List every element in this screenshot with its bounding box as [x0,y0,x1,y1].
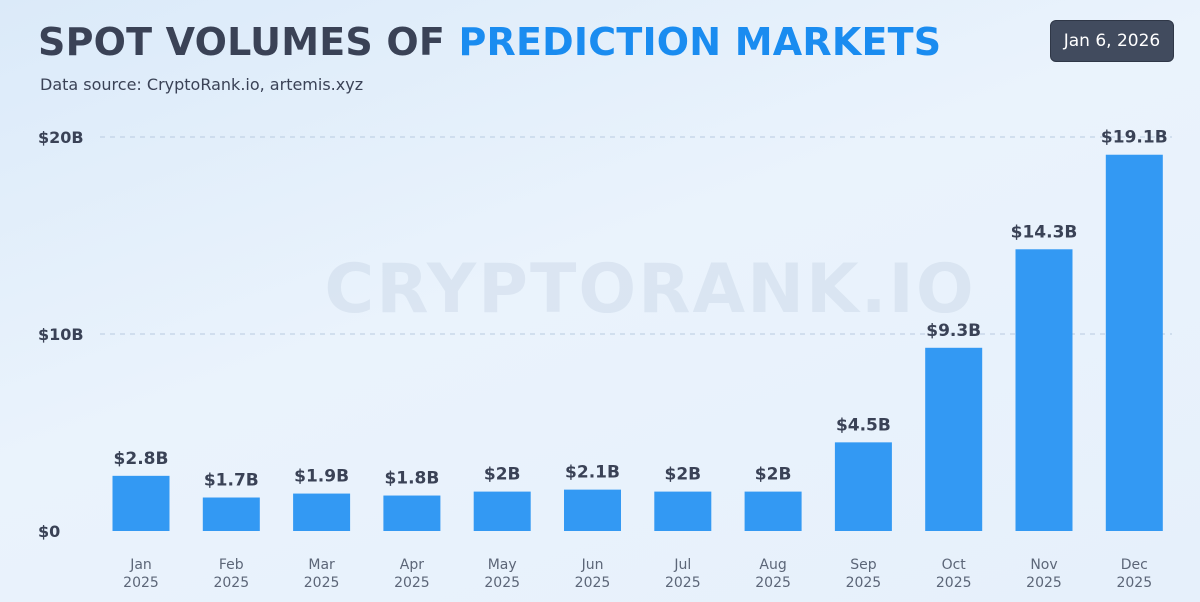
value-label: $4.5B [836,415,891,435]
x-tick-year: 2025 [1116,575,1152,591]
x-tick-month: Nov [1030,557,1057,573]
bar [383,495,441,531]
y-tick-label: $0 [38,522,60,541]
value-label: $1.9B [294,467,349,487]
value-label: $1.8B [384,469,439,489]
x-tick-year: 2025 [846,575,882,591]
watermark: CRYPTORANK.IO [324,250,975,329]
x-tick-month: Jan [129,557,152,573]
value-label: $2B [755,465,792,485]
date-badge: Jan 6, 2026 [1050,20,1174,62]
x-tick-year: 2025 [936,575,972,591]
value-label: $14.3B [1011,222,1078,242]
value-label: $19.1B [1101,128,1168,148]
x-tick-year: 2025 [1026,575,1062,591]
bar [834,442,892,531]
x-tick-year: 2025 [304,575,340,591]
x-tick-year: 2025 [665,575,701,591]
value-label: $2B [484,465,521,485]
data-source-subtitle: Data source: CryptoRank.io, artemis.xyz [40,75,364,94]
bar [473,491,531,531]
bar [925,347,983,531]
bar [112,475,170,531]
bar-layer: $2.8B Jan 2025 $1.7B Feb 2025 $1.9B Mar 2025 $1.8… [112,128,1168,591]
x-tick-year: 2025 [484,575,520,591]
grid-layer: $0 $10B $20B [38,128,1172,541]
x-tick-year: 2025 [575,575,611,591]
bar [202,497,260,531]
value-label: $2.1B [565,463,620,483]
x-tick-year: 2025 [213,575,249,591]
bar [1015,249,1073,532]
x-tick-month: Dec [1121,557,1148,573]
x-tick-month: Apr [400,557,424,573]
value-label: $1.7B [204,471,259,491]
x-tick-year: 2025 [394,575,430,591]
bar [654,491,712,531]
value-label: $9.3B [926,321,981,341]
bar [564,489,621,531]
title-accent: PREDICTION MARKETS [458,20,942,64]
bar [293,493,351,531]
value-label: $2B [664,465,701,485]
value-label: $2.8B [114,449,169,469]
x-tick-month: Feb [219,557,244,573]
x-tick-month: Mar [308,557,335,573]
x-tick-month: May [488,557,517,573]
page-title: SPOT VOLUMES OF PREDICTION MARKETS [38,20,941,64]
x-tick-month: Aug [759,557,786,573]
title-main: SPOT VOLUMES OF [38,20,459,64]
y-tick-label: $10B [38,325,84,344]
y-tick-label: $20B [38,128,84,147]
x-tick-month: Sep [850,557,877,573]
bar [744,491,802,531]
x-tick-year: 2025 [755,575,791,591]
x-tick-month: Oct [942,557,967,573]
x-tick-year: 2025 [123,575,159,591]
x-tick-month: Jul [673,557,691,573]
x-tick-month: Jun [581,557,604,573]
bar [1105,154,1163,532]
